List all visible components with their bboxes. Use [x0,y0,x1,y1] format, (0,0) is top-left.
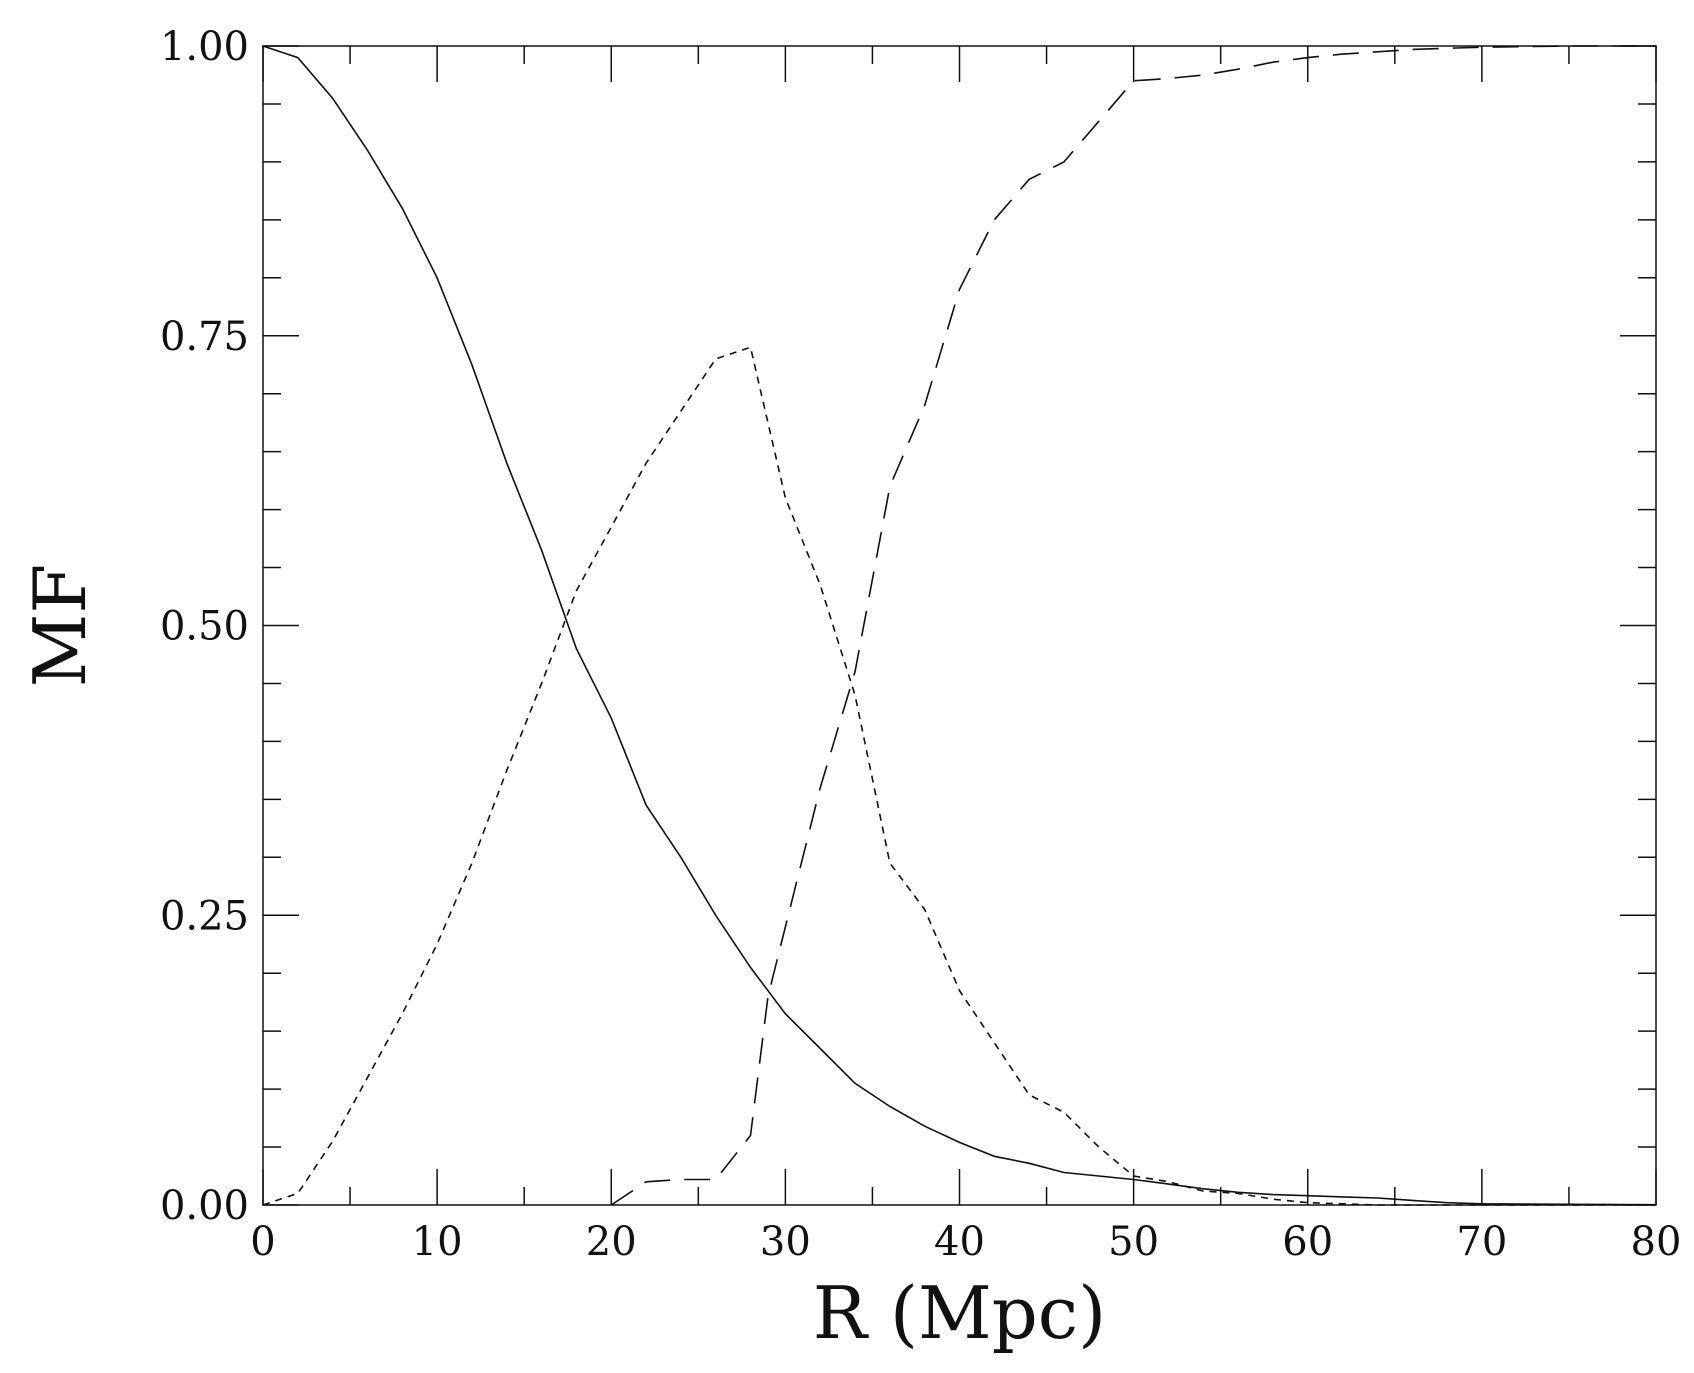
axis-ticks [262,45,1657,1206]
tick-labels: 0 10 20 30 40 50 60 70 80 0.00 0.25 0.50 0.75 1.00 [160,24,1682,1265]
x-axis-title: R (Mpc) [813,1271,1106,1355]
y-tick-label: 0.25 [160,893,249,939]
x-tick-label: 0 [250,1219,275,1265]
y-axis-title: MF [18,564,102,688]
x-tick-label: 20 [586,1219,637,1265]
x-tick-label: 50 [1108,1219,1159,1265]
plot-frame [262,45,1657,1206]
x-tick-label: 70 [1456,1219,1507,1265]
y-tick-label: 1.00 [160,24,249,70]
series-line-dotted [262,346,1656,1206]
y-tick-label: 0.50 [160,604,249,650]
series-line-dashed [610,45,1656,1206]
y-tick-label: 0.75 [160,314,249,360]
x-tick-label: 30 [760,1219,811,1265]
x-tick-label: 60 [1282,1219,1333,1265]
x-tick-label: 10 [412,1219,463,1265]
x-tick-label: 40 [934,1219,985,1265]
series-layer [262,45,1657,1206]
x-tick-label: 80 [1631,1219,1682,1265]
y-tick-label: 0.00 [160,1183,249,1229]
series-line-solid [262,45,1657,1206]
